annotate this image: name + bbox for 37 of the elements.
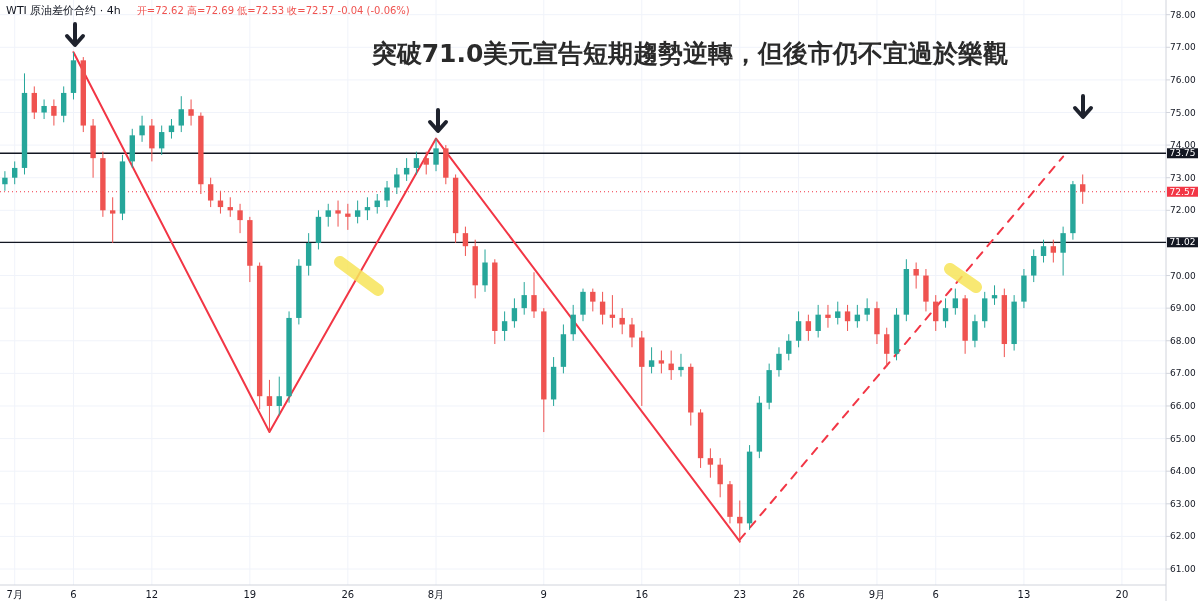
x-tick-label: 12	[145, 589, 159, 600]
ref-tag: 73.75	[1167, 148, 1198, 159]
text: 突破71.0美元宣告短期趨勢逆轉，但後市仍不宜過於樂觀	[370, 39, 1009, 68]
y-tick-label: 78.00	[1170, 9, 1197, 20]
ref-tag: 72.57	[1167, 186, 1198, 197]
x-tick-label: 6	[932, 589, 939, 600]
x-tick-label: 9月	[868, 589, 886, 600]
y-tick-label: 66.00	[1170, 400, 1197, 411]
y-tick-label: 63.00	[1170, 498, 1197, 509]
y-tick-label: 68.00	[1170, 335, 1197, 346]
annotation: 开=72.62 高=72.69 低=72.53 收=72.57 -0.04 (-0.06%)	[136, 5, 410, 16]
ref-tag: 71.02	[1167, 237, 1198, 248]
x-tick-label: 19	[243, 589, 257, 600]
y-tick-label: 65.00	[1170, 433, 1197, 444]
y-tick-label: 62.00	[1170, 531, 1197, 542]
x-tick-label: 8月	[427, 589, 445, 600]
x-tick-label: 23	[733, 589, 747, 600]
y-tick-label: 75.00	[1170, 107, 1197, 118]
y-tick-label: 70.00	[1170, 270, 1197, 281]
y-tick-label: 61.00	[1170, 564, 1197, 575]
x-tick-label: 7月	[6, 589, 23, 600]
y-tick-label: 77.00	[1170, 42, 1197, 53]
y-tick-label: 76.00	[1170, 74, 1197, 85]
y-tick-label: 73.00	[1170, 172, 1197, 183]
x-tick-label: 9	[540, 589, 547, 600]
x-tick-label: 13	[1017, 589, 1031, 600]
y-tick-label: 74.00	[1170, 140, 1197, 151]
x-tick-label: 6	[70, 589, 77, 600]
y-tick-label: 69.00	[1170, 303, 1197, 314]
annotation: WTI 原油差价合约 · 4h	[6, 4, 121, 17]
x-tick-label: 26	[341, 589, 355, 600]
x-tick-label: 16	[635, 589, 649, 600]
y-tick-label: 67.00	[1170, 368, 1197, 379]
y-tick-label: 72.00	[1170, 205, 1197, 216]
x-tick-label: 26	[792, 589, 805, 600]
y-tick-label: 64.00	[1170, 466, 1197, 477]
x-tick-label: 20	[1115, 589, 1129, 600]
